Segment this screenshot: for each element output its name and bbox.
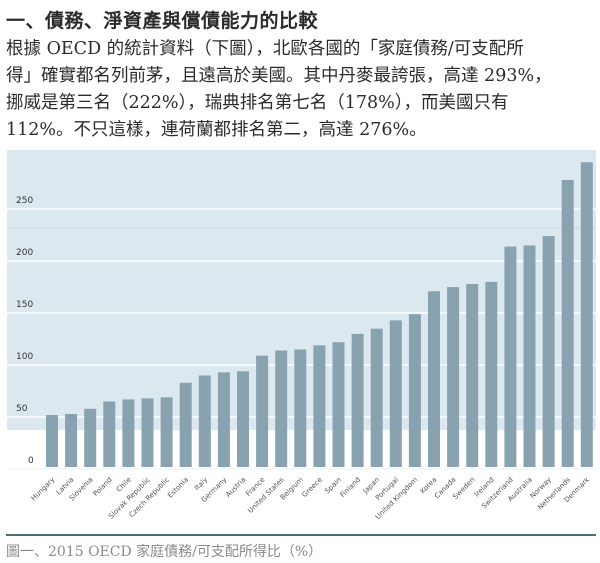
bar-poland	[103, 401, 116, 467]
bar-united-kingdom	[408, 314, 421, 467]
bar-australia	[523, 245, 536, 467]
bar-denmark	[580, 162, 593, 467]
bar-latvia	[65, 413, 78, 467]
section-heading: 一、債務、淨資產與償債能力的比較	[6, 10, 319, 32]
x-tick-label: Italy	[193, 476, 209, 492]
bar-switzerland	[504, 246, 517, 467]
bar-finland	[351, 333, 364, 467]
x-tick-label: Hungary	[30, 476, 57, 503]
x-tick-label: Finland	[339, 476, 362, 499]
bar-france	[256, 355, 269, 467]
bar-united-states	[275, 350, 288, 467]
y-tick-label: 0	[28, 456, 34, 466]
bar-greece	[313, 345, 326, 467]
x-tick-label: Estonia	[166, 476, 190, 500]
y-tick-label: 250	[16, 196, 33, 206]
bar-estonia	[179, 382, 192, 467]
household-debt-chart: 0 50 100 150 200 250 HungaryLatviaSloveniaPol…	[7, 150, 596, 521]
paragraph-line: 挪威是第三名（222%），瑞典排名第七名（178%），而美國只有	[6, 93, 509, 113]
bar-spain	[332, 342, 345, 467]
bar-belgium	[294, 349, 307, 467]
body-paragraph: 根據 OECD 的統計資料（下圖），北歐各國的「家庭債務/可支配所 得」確實都名…	[6, 36, 598, 144]
caption-divider	[6, 534, 596, 536]
bar-portugal	[389, 320, 402, 467]
bar-czech-republic	[160, 397, 173, 467]
bar-sweden	[466, 283, 479, 467]
y-tick-labels: 0 50 100 150 200 250	[16, 196, 34, 466]
x-tick-label: Poland	[92, 476, 114, 498]
bar-norway	[542, 236, 555, 467]
bars	[46, 162, 593, 467]
bar-ireland	[485, 281, 498, 467]
bar-slovak-republic	[141, 398, 154, 467]
bar-japan	[370, 328, 383, 467]
bar-korea	[428, 291, 440, 467]
y-tick-label: 50	[16, 404, 28, 414]
bar-slovenia	[84, 408, 97, 467]
paragraph-line: 根據 OECD 的統計資料（下圖），北歐各國的「家庭債務/可支配所	[6, 39, 524, 59]
paragraph-line: 得」確實都名列前茅，且遠高於美國。其中丹麥最誇張，高達 293%，	[6, 66, 552, 86]
bar-canada	[447, 287, 460, 467]
bar-germany	[217, 372, 230, 467]
x-tick-label: Austria	[224, 476, 247, 499]
y-tick-label: 200	[16, 248, 33, 258]
y-tick-label: 150	[16, 300, 33, 310]
bar-austria	[237, 371, 249, 467]
y-tick-label: 100	[16, 352, 33, 362]
bar-italy	[198, 375, 211, 467]
figure-caption: 圖一、2015 OECD 家庭債務/可支配所得比（%）	[6, 544, 323, 560]
bar-chile	[122, 399, 135, 467]
paragraph-line: 112%。不只這樣，連荷蘭都排名第二，高達 276%。	[6, 120, 427, 140]
bar-netherlands	[561, 179, 574, 467]
bar-hungary	[46, 415, 58, 467]
x-tick-label: Greece	[301, 476, 324, 499]
